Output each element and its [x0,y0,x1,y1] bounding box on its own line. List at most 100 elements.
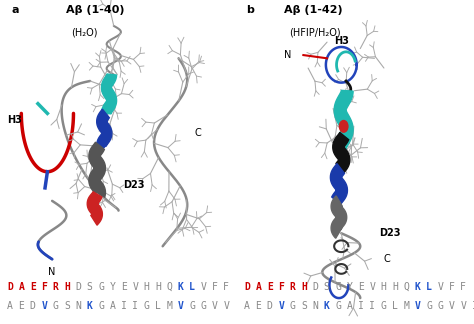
Text: F: F [278,282,284,292]
Text: V: V [449,301,455,311]
Text: Q: Q [403,282,409,292]
Text: G: G [335,282,341,292]
Text: V: V [201,282,206,292]
Text: Y: Y [346,282,352,292]
Text: I: I [132,301,138,311]
Polygon shape [334,90,353,149]
Text: Aβ (1-42): Aβ (1-42) [284,5,343,15]
Text: H: H [301,282,307,292]
Text: S: S [64,301,70,311]
Text: Aβ (1-40): Aβ (1-40) [66,5,125,15]
Text: E: E [358,282,364,292]
Text: G: G [144,301,149,311]
Text: G: G [438,301,443,311]
Text: N: N [48,267,56,277]
Text: K: K [178,282,183,292]
Text: C: C [384,254,391,264]
Polygon shape [101,74,117,114]
Text: K: K [324,301,329,311]
Text: N: N [284,50,292,60]
Text: K: K [415,282,420,292]
Text: H: H [64,282,70,292]
Text: I: I [369,301,375,311]
Polygon shape [331,196,346,238]
Text: L: L [426,282,432,292]
Text: N: N [75,301,81,311]
Text: H: H [155,282,161,292]
Text: H: H [381,282,386,292]
Text: C: C [194,128,201,138]
Text: V: V [369,282,375,292]
Text: L: L [155,301,161,311]
Polygon shape [333,133,350,174]
Polygon shape [330,164,347,205]
Text: H: H [144,282,149,292]
Text: F: F [212,282,218,292]
Text: Y: Y [109,282,115,292]
Text: G: G [201,301,206,311]
Text: A: A [255,282,261,292]
Text: D: D [75,282,81,292]
Text: L: L [392,301,398,311]
Text: E: E [30,282,36,292]
Text: M: M [403,301,409,311]
Text: D: D [30,301,36,311]
Polygon shape [87,192,102,225]
Text: I: I [358,301,364,311]
Text: a: a [12,5,19,15]
Text: A: A [109,301,115,311]
Text: S: S [324,282,329,292]
Text: A: A [7,301,13,311]
Text: D: D [244,282,250,292]
Text: G: G [98,282,104,292]
Text: G: G [381,301,386,311]
Text: G: G [290,301,295,311]
Text: G: G [53,301,58,311]
Text: I: I [472,301,474,311]
Text: V: V [438,282,443,292]
Text: (H₂O): (H₂O) [71,28,98,38]
Text: A: A [244,301,250,311]
Text: G: G [98,301,104,311]
Text: G: G [426,301,432,311]
Text: (HFIP/H₂O): (HFIP/H₂O) [289,28,341,38]
Text: R: R [290,282,295,292]
Circle shape [339,121,348,132]
Text: I: I [121,301,127,311]
Polygon shape [89,142,105,197]
Text: V: V [415,301,420,311]
Text: D: D [312,282,318,292]
Text: M: M [166,301,172,311]
Text: D: D [267,301,273,311]
Text: E: E [121,282,127,292]
Text: D23: D23 [379,228,401,238]
Text: A: A [18,282,24,292]
Text: F: F [449,282,455,292]
Text: A: A [346,301,352,311]
Text: K: K [87,301,92,311]
Text: L: L [189,282,195,292]
Text: R: R [53,282,58,292]
Polygon shape [97,109,112,153]
Text: S: S [301,301,307,311]
Text: D: D [7,282,13,292]
Text: V: V [212,301,218,311]
Text: b: b [246,5,255,15]
Text: F: F [460,282,466,292]
Text: F: F [41,282,47,292]
Text: E: E [18,301,24,311]
Text: E: E [255,301,261,311]
Text: V: V [460,301,466,311]
Text: V: V [223,301,229,311]
Text: V: V [41,301,47,311]
Text: Q: Q [166,282,172,292]
Text: E: E [267,282,273,292]
Text: F: F [223,282,229,292]
Text: H: H [392,282,398,292]
Text: G: G [335,301,341,311]
Text: N: N [312,301,318,311]
Text: G: G [189,301,195,311]
Text: V: V [278,301,284,311]
Text: H3: H3 [7,115,22,125]
Text: H3: H3 [334,36,349,45]
